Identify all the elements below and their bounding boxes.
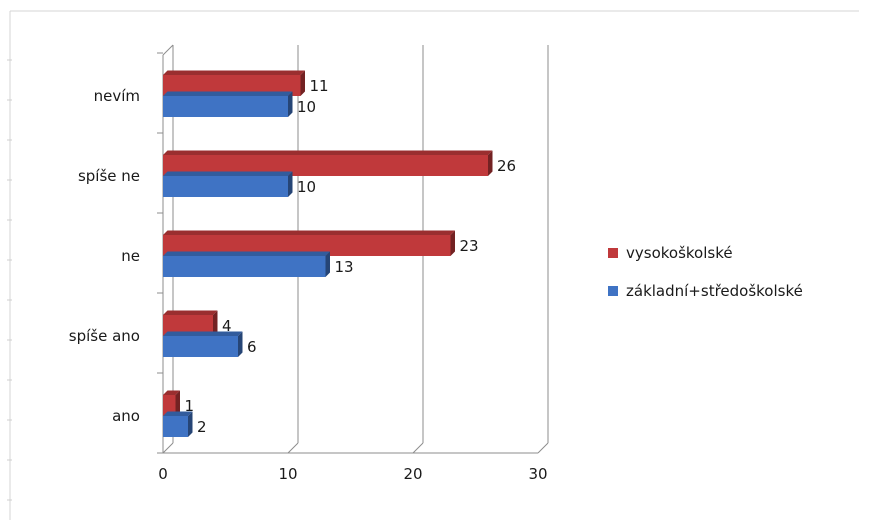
data-label: 2 (197, 418, 207, 436)
bar-top-face (163, 171, 293, 176)
floor-gridline (412, 442, 424, 454)
bar-front-face (163, 75, 301, 96)
bar-top-face (163, 411, 193, 416)
data-label: 10 (297, 178, 316, 196)
data-label: 23 (460, 237, 479, 255)
bar (163, 251, 330, 277)
data-label: 4 (222, 317, 232, 335)
bar-front-face (163, 256, 326, 277)
bar (163, 390, 180, 416)
bars (163, 70, 493, 437)
bar-side-face (175, 390, 180, 416)
bar-top-face (163, 230, 455, 235)
chart-border-line (9, 10, 859, 520)
category-label: spíše ano (69, 327, 140, 345)
bar-side-face (238, 331, 243, 357)
bar-front-face (163, 395, 176, 416)
bar-front-face (163, 416, 188, 437)
bar-side-face (325, 251, 330, 277)
bar (163, 91, 293, 117)
x-tick-label: 0 (158, 465, 168, 483)
bar (163, 70, 305, 96)
bar-front-face (163, 176, 288, 197)
labels: 0 10 20 30 ano 12 spíše ano 46 ne 23 13 spíše ne 26 1… (69, 77, 548, 483)
y-axis-depth (162, 44, 174, 56)
category-label: nevím (94, 87, 140, 105)
legend-label: základní+středoškolské (626, 282, 803, 300)
data-label: 1 (185, 397, 195, 415)
bar-side-face (300, 70, 305, 96)
floor-gridline (162, 442, 174, 454)
bar-front-face (163, 96, 288, 117)
floor-gridline (537, 442, 549, 454)
bar-top-face (163, 390, 180, 395)
chart-border (7, 10, 859, 520)
bar-side-face (213, 310, 218, 336)
bar (163, 150, 493, 176)
bar-top-face (163, 70, 305, 75)
data-label: 6 (247, 338, 257, 356)
bar-front-face (163, 336, 238, 357)
bar-front-face (163, 315, 213, 336)
bar-side-face (188, 411, 193, 437)
data-label: 26 (497, 157, 516, 175)
legend: vysokoškolské základní+středoškolské (608, 244, 803, 300)
bar-side-face (288, 171, 293, 197)
bar-side-face (488, 150, 493, 176)
legend-label: vysokoškolské (626, 244, 733, 262)
bar-top-face (163, 91, 293, 96)
bar-top-face (163, 331, 243, 336)
x-tick-label: 20 (403, 465, 422, 483)
x-tick-label: 10 (278, 465, 297, 483)
bar (163, 310, 218, 336)
bar-top-face (163, 251, 330, 256)
bar-top-face (163, 310, 218, 315)
data-label: 11 (310, 77, 329, 95)
bar (163, 230, 455, 256)
bar-side-face (450, 230, 455, 256)
category-label: ano (112, 407, 140, 425)
data-label: 10 (297, 98, 316, 116)
floor-gridline (287, 442, 299, 454)
bar (163, 171, 293, 197)
bar-side-face (288, 91, 293, 117)
category-label: ne (121, 247, 140, 265)
x-tick-label: 30 (528, 465, 547, 483)
bar-front-face (163, 155, 488, 176)
legend-swatch (608, 286, 618, 296)
bar-front-face (163, 235, 451, 256)
bar (163, 411, 193, 437)
bar-top-face (163, 150, 493, 155)
bar (163, 331, 243, 357)
data-label: 13 (335, 258, 354, 276)
category-label: spíše ne (78, 167, 140, 185)
legend-swatch (608, 248, 618, 258)
